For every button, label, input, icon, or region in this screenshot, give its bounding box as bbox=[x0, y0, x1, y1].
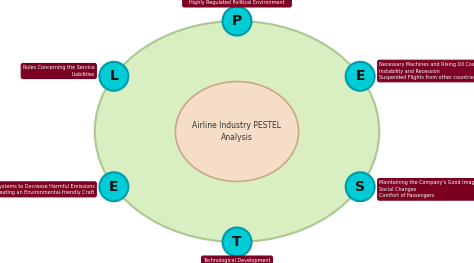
Circle shape bbox=[222, 7, 252, 36]
Text: E: E bbox=[109, 180, 118, 194]
Text: Improve Systems to Decrease Harmful Emissions
Creating an Environmental-friendly: Improve Systems to Decrease Harmful Emis… bbox=[0, 184, 95, 195]
Text: L: L bbox=[109, 69, 118, 83]
Circle shape bbox=[222, 227, 252, 256]
Ellipse shape bbox=[95, 21, 379, 242]
Text: S: S bbox=[355, 180, 365, 194]
Text: Maintaining the Company's Good Image
Social Changes
Comfort of Passengers: Maintaining the Company's Good Image Soc… bbox=[379, 180, 474, 199]
Text: P: P bbox=[232, 14, 242, 28]
Text: Rules Concerning the Service
Liabilities: Rules Concerning the Service Liabilities bbox=[23, 65, 95, 77]
Circle shape bbox=[346, 172, 374, 201]
Text: Airline Industry PESTEL
Analysis: Airline Industry PESTEL Analysis bbox=[192, 121, 282, 142]
Text: Necessary Machines and Rising Oil Costs
Instability and Recession
Suspended Flig: Necessary Machines and Rising Oil Costs … bbox=[379, 62, 474, 80]
Text: T: T bbox=[232, 235, 242, 249]
Circle shape bbox=[346, 62, 374, 91]
Circle shape bbox=[100, 62, 128, 91]
Text: E: E bbox=[356, 69, 365, 83]
Text: Political Instability and Internal Emergency
Highly Regulated Political Environm: Political Instability and Internal Emerg… bbox=[184, 0, 290, 5]
Text: Technological Development
Safety and Security: Technological Development Safety and Sec… bbox=[203, 258, 271, 263]
Circle shape bbox=[100, 172, 128, 201]
Ellipse shape bbox=[175, 82, 299, 181]
